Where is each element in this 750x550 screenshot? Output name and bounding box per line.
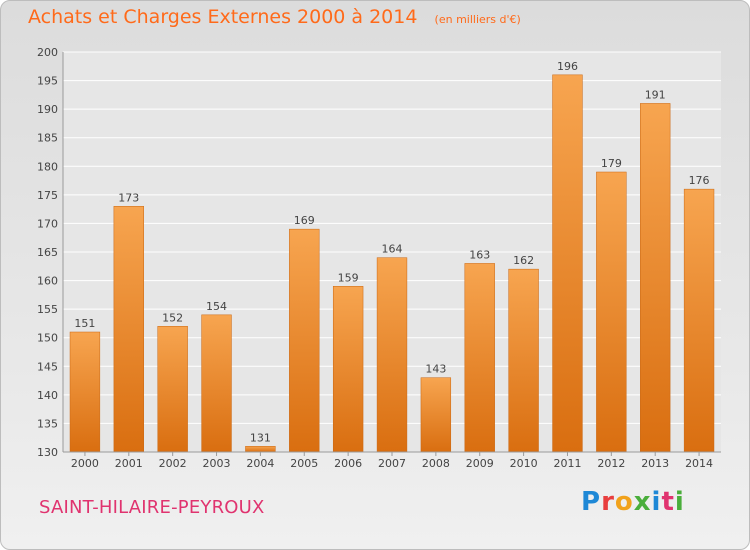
y-tick-label: 190 (37, 103, 58, 116)
x-tick-label-2003: 2003 (203, 457, 231, 470)
y-tick-label: 145 (37, 360, 58, 373)
bar-2007 (376, 257, 408, 453)
y-tick-label: 175 (37, 189, 58, 202)
bar-2009 (464, 263, 495, 453)
proxiti-logo: Proxiti (581, 487, 685, 517)
x-tick-label-2005: 2005 (290, 457, 318, 470)
y-tick-label: 170 (37, 217, 58, 230)
chart-subtitle: (en milliers d'€) (434, 13, 521, 26)
x-tick-label-2006: 2006 (334, 457, 362, 470)
y-tick-label: 195 (37, 75, 58, 88)
y-tick-label: 165 (37, 246, 58, 259)
data-label-2008: 143 (425, 363, 446, 376)
x-tick-label-2001: 2001 (115, 457, 143, 470)
bar-2011 (552, 74, 583, 453)
bar-2003 (201, 314, 232, 453)
bar-2004 (245, 446, 276, 453)
label-layer: 151 173 152 154 131 169 159 164 143 163 162 196 179 1… (74, 60, 709, 444)
x-tick-label-2004: 2004 (246, 457, 274, 470)
y-tick-label: 140 (37, 389, 58, 402)
y-tick-label: 155 (37, 303, 58, 316)
y-tick-label: 150 (37, 332, 58, 345)
x-tick-label-2000: 2000 (71, 457, 99, 470)
data-label-2007: 164 (382, 243, 403, 256)
x-tick-label-2010: 2010 (510, 457, 538, 470)
y-tick-label: 160 (37, 275, 58, 288)
bar-2002 (157, 326, 188, 453)
y-tick-label: 135 (37, 417, 58, 430)
data-label-2013: 191 (645, 88, 666, 101)
x-tick-label-2002: 2002 (159, 457, 187, 470)
y-tick-label: 180 (37, 160, 58, 173)
town-name: SAINT-HILAIRE-PEYROUX (39, 497, 265, 518)
x-tick-label-2013: 2013 (641, 457, 669, 470)
bar-2000 (69, 331, 101, 453)
data-label-2014: 176 (689, 174, 710, 187)
y-tick-label: 200 (37, 46, 58, 59)
bar-2013 (640, 103, 671, 453)
x-tick-label-2012: 2012 (597, 457, 625, 470)
x-tick-label-2008: 2008 (422, 457, 450, 470)
x-tick-label-2009: 2009 (466, 457, 494, 470)
data-label-2010: 162 (513, 254, 534, 267)
x-tick-label-2011: 2011 (553, 457, 581, 470)
data-label-2004: 131 (250, 431, 271, 444)
bar-2008 (420, 377, 452, 453)
axis-layer: 130 135 140 145 150 155 160 165 170 175 180 185 190 1… (37, 46, 721, 470)
x-tick-label-2014: 2014 (685, 457, 713, 470)
data-label-2006: 159 (338, 271, 359, 284)
bar-2005 (289, 228, 320, 453)
y-tick-label: 185 (37, 132, 58, 145)
data-label-2009: 163 (469, 248, 490, 261)
bar-2010 (508, 268, 539, 453)
chart-title: Achats et Charges Externes 2000 à 2014 (28, 6, 418, 28)
data-label-2012: 179 (601, 157, 622, 170)
data-label-2001: 173 (118, 191, 139, 204)
data-label-2002: 152 (162, 311, 183, 324)
data-label-2003: 154 (206, 300, 227, 313)
bar-2006 (332, 286, 364, 453)
bar-layer (69, 74, 715, 453)
title-area: Achats et Charges Externes 2000 à 2014 (… (28, 6, 521, 28)
data-label-2000: 151 (74, 317, 95, 330)
y-tick-label: 130 (37, 446, 58, 459)
bar-2012 (596, 171, 627, 453)
data-label-2011: 196 (557, 60, 578, 73)
bar-2001 (113, 206, 144, 453)
x-tick-label-2007: 2007 (378, 457, 406, 470)
bar-2014 (683, 188, 715, 453)
data-label-2005: 169 (294, 214, 315, 227)
